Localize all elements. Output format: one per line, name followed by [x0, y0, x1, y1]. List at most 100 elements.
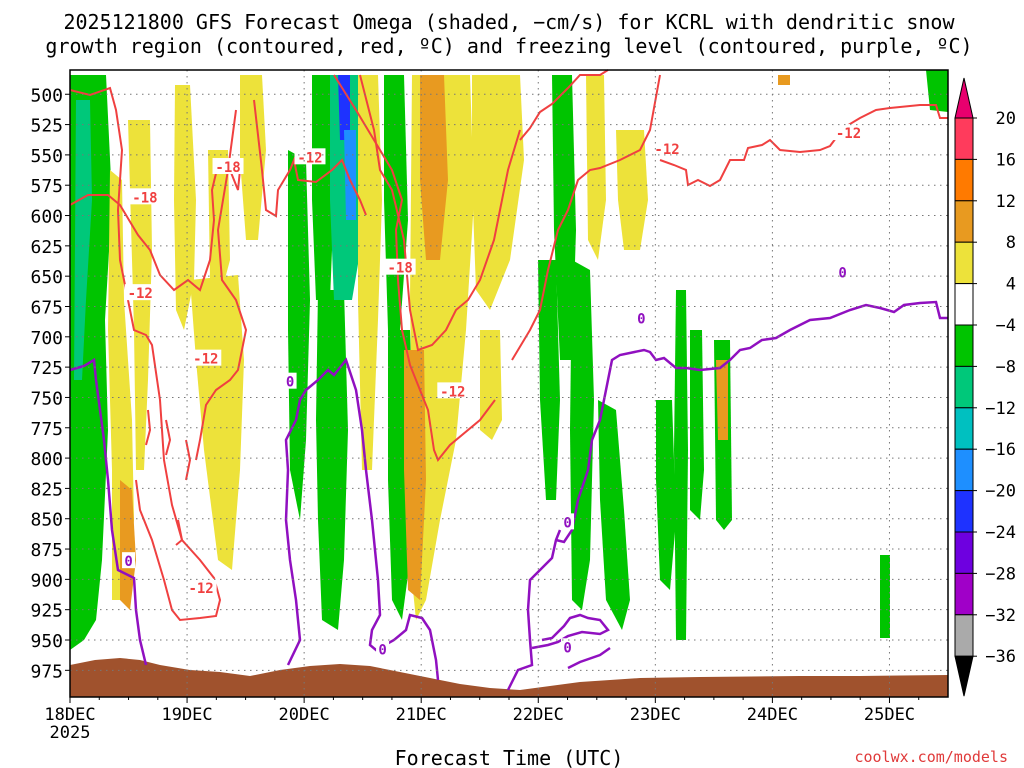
- terrain: [70, 658, 948, 697]
- contour-label-bg: [634, 309, 648, 326]
- colorbar-label: −8: [996, 357, 1016, 377]
- credit: coolwx.com/models: [854, 748, 1008, 766]
- contour-label: 0: [286, 375, 294, 391]
- contour-label: -18: [132, 190, 157, 206]
- colorbar-label: −32: [985, 606, 1016, 626]
- contour-labels: -18 -18 -12 -12 -12 -18 -12 -12 -12 -12 0 0 0 0 0 0 0: [122, 124, 864, 659]
- x-axis-label: Forecast Time (UTC): [395, 746, 624, 768]
- x-tick-label: 22DEC: [513, 705, 564, 725]
- y-tick-label: 675: [30, 297, 63, 318]
- contour-label: -12: [297, 150, 322, 166]
- y-tick-label: 900: [30, 570, 63, 591]
- y-tick-label: 750: [30, 388, 63, 409]
- freezing-level-contours: [69, 300, 948, 691]
- contour-label: 0: [378, 643, 386, 659]
- colorbar-segment: [954, 324, 974, 367]
- y-tick-label: 575: [30, 176, 63, 197]
- contour-label: 0: [838, 266, 846, 282]
- x-tick-label: 25DEC: [864, 705, 915, 725]
- contour-label-bg: [122, 552, 136, 569]
- contour-label-bg: [651, 139, 683, 156]
- colorbar-top-arrow: [954, 77, 974, 119]
- x-tick-sublabel: 2025: [50, 723, 91, 743]
- colorbar-segment: [954, 531, 974, 574]
- chart-title: 2025121800 GFS Forecast Omega (shaded, −…: [63, 10, 955, 34]
- colorbar-label: 4: [1006, 275, 1016, 295]
- y-tick-label: 775: [30, 419, 63, 440]
- colorbar-segment: [954, 448, 974, 492]
- x-tick-label: 24DEC: [747, 705, 798, 725]
- contour-label-bg: [376, 640, 390, 657]
- contour-label: 0: [563, 515, 571, 531]
- contour-label: -12: [836, 126, 861, 142]
- contour-label: -12: [440, 384, 465, 400]
- y-tick-label: 850: [30, 510, 63, 531]
- colorbar-label: −4: [996, 316, 1016, 336]
- contour-label: -18: [387, 261, 412, 277]
- y-tick-label: 500: [30, 85, 63, 106]
- colorbar-label: 20: [996, 109, 1016, 129]
- contour-label: 0: [563, 640, 571, 656]
- contour-label-bg: [437, 382, 469, 399]
- colorbar-label: −36: [985, 647, 1016, 667]
- contour-label: -18: [215, 160, 240, 176]
- colorbar-segment: [954, 614, 974, 657]
- contour-label-bg: [212, 158, 244, 175]
- colorbar-label: −12: [985, 399, 1016, 419]
- y-tick-label: 550: [30, 146, 63, 167]
- colorbar-label: 8: [1006, 233, 1016, 253]
- colorbar-label: −20: [985, 482, 1016, 502]
- contour-label: 0: [637, 312, 645, 328]
- y-tick-label: 875: [30, 540, 63, 561]
- y-tick-label: 725: [30, 358, 63, 379]
- colorbar-label: 16: [996, 150, 1016, 170]
- colorbar-segment: [954, 490, 974, 533]
- grid: [70, 70, 948, 697]
- contour-label-bg: [124, 284, 156, 301]
- y-tick-label: 975: [30, 661, 63, 682]
- contour-label-bg: [283, 372, 297, 389]
- y-tick-label: 925: [30, 601, 63, 622]
- colorbar-segment: [954, 117, 974, 160]
- colorbar-segment: [954, 365, 974, 409]
- contour-label-bg: [836, 263, 850, 280]
- y-tick-label: 825: [30, 479, 63, 500]
- contour-label: -12: [128, 286, 153, 302]
- contour-label: -12: [193, 352, 218, 368]
- contour-label-bg: [294, 148, 326, 165]
- colorbar-segment: [954, 200, 974, 243]
- y-tick-label: 525: [30, 116, 63, 137]
- contour-label-bg: [190, 349, 222, 366]
- x-tick-label: 21DEC: [396, 705, 447, 725]
- colorbar-label: −16: [985, 440, 1016, 460]
- chart-subtitle: growth region (contoured, red, ºC) and f…: [45, 34, 972, 58]
- y-tick-label: 800: [30, 449, 63, 470]
- colorbar-segment: [954, 241, 974, 285]
- colorbar-segment: [954, 407, 974, 450]
- colorbar-label: −28: [985, 564, 1016, 584]
- y-tick-label: 650: [30, 267, 63, 288]
- contour-label-bg: [185, 578, 217, 595]
- colorbar-segment: [954, 158, 974, 202]
- colorbar: 20 16 12 8 4 −4 −8 −12 −16 −20 −24 −28 −32 −36: [954, 77, 1016, 697]
- contour-label: -12: [654, 142, 679, 158]
- contour-label-bg: [129, 188, 161, 205]
- contour-label-bg: [561, 638, 575, 655]
- contour-label: 0: [124, 554, 132, 570]
- colorbar-bottom-arrow: [954, 655, 974, 697]
- x-tick-label: 18DEC: [44, 705, 95, 725]
- contour-label-bg: [561, 513, 575, 530]
- contour-label-bg: [832, 124, 864, 141]
- x-tick-label: 23DEC: [630, 705, 681, 725]
- x-tick-label: 19DEC: [161, 705, 212, 725]
- colorbar-segment: [954, 572, 974, 616]
- colorbar-label: 12: [996, 192, 1016, 212]
- contour-label: -12: [188, 581, 213, 597]
- x-tick-label: 20DEC: [279, 705, 330, 725]
- y-axis: 500 525 550 575 600 625 650 675 700 725 750 775 800 8…: [30, 85, 70, 682]
- y-tick-label: 950: [30, 631, 63, 652]
- colorbar-segment: [954, 283, 974, 326]
- y-tick-label: 600: [30, 207, 63, 228]
